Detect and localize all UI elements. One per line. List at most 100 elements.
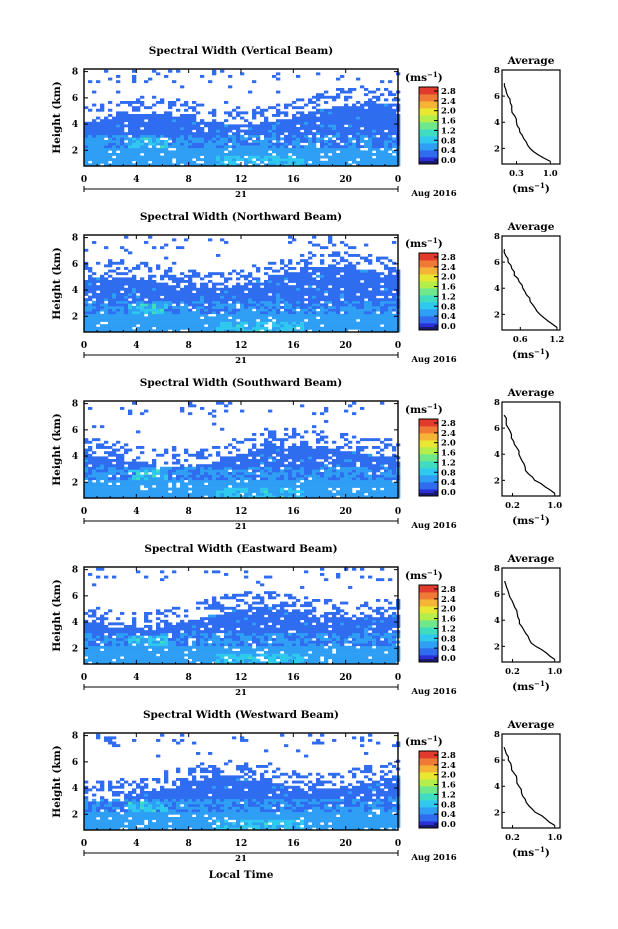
heatmap-cell [196,155,201,159]
heatmap-cell [128,287,133,291]
heatmap-cell [184,466,189,470]
heatmap-cell [308,451,313,455]
heatmap-cell [324,487,329,491]
heatmap-cell [368,308,373,312]
heatmap-cell [316,326,321,330]
heatmap-cell [124,119,129,123]
heatmap-cell [284,311,289,315]
heatmap-cell [156,303,161,307]
heatmap-cell [100,127,105,130]
heatmap-cell [104,246,109,250]
heatmap-cell [156,282,161,286]
heatmap-cell [192,295,197,299]
heatmap-cell [88,495,93,499]
x-tick-label: 0 [81,175,87,185]
heatmap-cell [340,267,345,270]
heatmap-cell [340,303,345,307]
heatmap-cell [164,145,169,149]
heatmap-cell [212,147,217,151]
heatmap-cell [128,158,133,162]
heatmap-cell [100,106,105,110]
colorbar-segment [419,295,438,303]
heatmap-cell [308,490,313,494]
heatmap-cell [200,492,205,496]
heatmap-cell [380,485,385,488]
heatmap-cell [172,103,177,107]
heatmap-cell [92,329,97,333]
heatmap-cell [160,306,165,309]
heatmap-cell [344,259,349,263]
heatmap-cell [336,319,341,322]
heatmap-cell [152,155,157,159]
heatmap-cell [136,313,141,317]
heatmap-cell [356,127,361,130]
heatmap-cell [136,264,141,268]
heatmap-cell [332,142,337,146]
heatmap-cell [340,163,345,167]
heatmap-cell [392,316,397,320]
heatmap-cell [372,95,377,99]
heatmap-cell [384,155,389,159]
heatmap-cell [264,446,269,449]
heatmap-cell [276,308,281,312]
heatmap-cell [160,474,165,478]
heatmap-cell [264,158,269,162]
heatmap-cell [140,290,145,294]
heatmap-cell [216,469,221,473]
heatmap-cell [104,142,109,146]
heatmap-cell [208,147,213,151]
heatmap-cell [92,137,97,141]
heatmap-cell [280,155,285,159]
heatmap-cell [168,295,173,299]
heatmap-cell [116,163,121,167]
heatmap-cell [140,329,145,333]
heatmap-cell [132,459,137,462]
heatmap-cell [300,446,305,449]
heatmap-cell [304,287,309,291]
heatmap-cell [92,127,97,130]
heatmap-cell [116,155,121,159]
heatmap-cell [100,446,105,449]
heatmap-cell [120,147,125,151]
heatmap-cell [292,311,297,315]
heatmap-cell [368,466,373,470]
heatmap-cell [248,461,253,465]
heatmap-cell [388,134,393,138]
heatmap-cell [376,127,381,130]
heatmap-cell [300,311,305,315]
heatmap-cell [112,313,117,317]
heatmap-cell [300,116,305,120]
heatmap-cell [160,321,165,325]
average-unit-base: (ms [512,183,534,195]
heatmap-cell [352,306,357,309]
heatmap-cell [84,298,89,302]
heatmap-cell [188,466,193,470]
heatmap-cell [360,137,365,141]
heatmap-cell [152,111,157,115]
average-y-tick-label: 6 [494,92,500,102]
heatmap-cell [88,407,93,410]
heatmap-cell [228,163,233,167]
heatmap-cell [284,477,289,481]
heatmap-cell [176,140,181,143]
heatmap-cell [256,111,261,115]
average-x-tick-label: 1.2 [550,335,565,345]
heatmap-cell [220,401,225,405]
heatmap-cell [304,150,309,154]
heatmap-cell [144,132,149,136]
heatmap-cell [296,472,301,475]
heatmap-cell [296,477,301,481]
heatmap-cell [304,132,309,136]
heatmap-cell [200,482,205,486]
heatmap-cell [276,153,281,156]
heatmap-cell [248,492,253,496]
heatmap-cell [148,158,153,162]
heatmap-cell [124,477,129,481]
heatmap-cell [316,492,321,496]
heatmap-cell [368,153,373,156]
heatmap-cell [372,466,377,470]
heatmap-cell [304,466,309,470]
heatmap-cell [176,116,181,120]
heatmap-cell [172,119,177,123]
heatmap-cell [180,290,185,294]
